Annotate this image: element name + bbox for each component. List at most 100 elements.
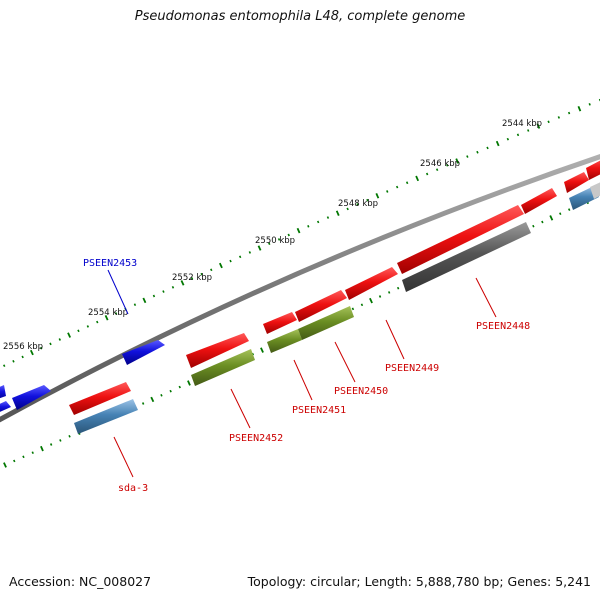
outer-tick-58 (557, 116, 561, 119)
gene-red-sda3[interactable] (69, 382, 131, 415)
inner-tick-17 (160, 393, 163, 397)
outer-tick-47 (446, 164, 449, 167)
rna-PSEEN2451[interactable] (267, 329, 302, 353)
inner-tick-28 (260, 347, 264, 353)
inner-tick-19 (178, 385, 181, 389)
gene-PSEEN2449[interactable] (345, 267, 398, 300)
outer-tick-6 (49, 342, 52, 346)
outer-tick-18 (162, 290, 165, 293)
label-PSEEN2452[interactable]: PSEEN2452 (229, 433, 283, 444)
outer-tick-10 (86, 325, 90, 328)
inner-tick-0 (3, 462, 7, 468)
tick-labels: 2544 kbp 2546 kbp 2548 kbp 2550 kbp 2552… (3, 119, 542, 352)
outer-tick-57 (547, 120, 550, 124)
gene-sda3[interactable] (74, 399, 138, 434)
genome-summary: Topology: circular; Length: 5,888,780 bp… (247, 574, 591, 589)
inner-tick-38 (351, 307, 355, 311)
gene-labels: PSEEN2453 PSEEN2448 PSEEN2449 PSEEN2450 … (83, 258, 530, 494)
gene-blue-edge-1[interactable] (0, 385, 6, 400)
map-title: Pseudomonas entomophila L48, complete ge… (134, 9, 466, 24)
outer-tick-51 (486, 146, 489, 150)
outer-tick-12 (104, 315, 109, 321)
outer-tick-11 (96, 320, 99, 324)
tick-label-2544: 2544 kbp (502, 119, 542, 129)
gene-red-right-3[interactable] (586, 158, 600, 180)
inner-tick-3 (31, 451, 34, 455)
outer-tick-2 (12, 359, 15, 363)
leader-PSEEN2451 (293, 359, 313, 401)
outer-tick-56 (536, 123, 541, 129)
outer-tick-17 (152, 294, 156, 298)
outer-tick-54 (516, 133, 520, 137)
gene-gray-right-edge[interactable] (590, 180, 600, 199)
outer-tick-59 (567, 111, 571, 115)
pseudo-PSEEN2448[interactable] (402, 222, 531, 292)
gene-PSEEN2452[interactable] (186, 333, 249, 368)
gene-blue-edge-2[interactable] (0, 401, 11, 414)
rna-PSEEN2452[interactable] (191, 349, 255, 386)
inner-tick-61 (559, 212, 562, 216)
leader-PSEEN2452 (230, 388, 251, 429)
outer-tick-50 (476, 150, 479, 154)
inner-tick-2 (22, 455, 25, 459)
label-PSEEN2448[interactable]: PSEEN2448 (476, 321, 530, 332)
inner-tick-59 (541, 220, 544, 224)
outer-tick-5 (39, 346, 43, 350)
outer-tick-46 (435, 168, 439, 172)
outer-tick-53 (506, 137, 510, 141)
outer-tick-52 (495, 140, 500, 147)
outer-tick-43 (405, 181, 409, 185)
outer-tick-24 (218, 262, 223, 269)
outer-tick-40 (375, 193, 380, 199)
outer-tick-29 (268, 242, 271, 246)
outer-tick-41 (386, 190, 389, 193)
outer-tick-60 (577, 105, 582, 112)
leader-PSEEN2453 (107, 269, 129, 315)
label-PSEEN2449[interactable]: PSEEN2449 (385, 363, 439, 374)
gene-steel-right[interactable] (569, 186, 599, 210)
genome-backbone (0, 154, 600, 423)
gene-blue-left[interactable] (12, 385, 51, 410)
outer-tick-32 (296, 227, 301, 234)
inner-tick-60 (549, 215, 554, 221)
outer-tick-37 (346, 207, 349, 211)
gene-red-right-2[interactable] (564, 172, 589, 193)
inner-tick-4 (40, 445, 44, 452)
outer-tick-8 (67, 332, 72, 338)
inner-tick-62 (567, 208, 571, 211)
inner-tick-42 (387, 291, 391, 294)
inner-tick-58 (532, 224, 535, 228)
outer-tick-21 (190, 277, 194, 280)
label-sda3[interactable]: sda-3 (118, 483, 148, 494)
gene-PSEEN2448[interactable] (397, 205, 524, 274)
outer-tick-ring (2, 98, 600, 367)
outer-tick-4 (29, 349, 34, 356)
label-leaders (107, 269, 497, 478)
outer-tick-31 (287, 233, 290, 237)
inner-tick-5 (49, 443, 53, 446)
outer-tick-34 (316, 220, 320, 224)
gene-PSEEN2450[interactable] (295, 290, 347, 322)
label-PSEEN2451[interactable]: PSEEN2451 (292, 405, 346, 416)
tick-label-2552: 2552 kbp (172, 273, 212, 283)
inner-tick-41 (378, 295, 382, 298)
outer-tick-9 (77, 329, 80, 333)
label-PSEEN2453[interactable]: PSEEN2453 (83, 258, 137, 269)
outer-tick-22 (200, 272, 203, 276)
leader-sda3 (113, 436, 134, 478)
gene-PSEEN2451[interactable] (263, 312, 297, 334)
outer-tick-38 (356, 203, 359, 206)
inner-tick-43 (396, 286, 400, 290)
outer-tick-1 (2, 364, 6, 367)
outer-tick-25 (229, 259, 232, 263)
inner-tick-1 (13, 459, 16, 463)
gene-PSEEN2453[interactable] (122, 340, 165, 365)
outer-tick-26 (238, 255, 242, 259)
label-PSEEN2450[interactable]: PSEEN2450 (334, 386, 388, 397)
inner-tick-40 (369, 297, 373, 304)
rna-PSEEN2450[interactable] (298, 306, 354, 340)
gene-red-right-1[interactable] (521, 188, 557, 214)
forward-strand-features (0, 158, 600, 415)
tick-label-2550: 2550 kbp (255, 236, 295, 246)
